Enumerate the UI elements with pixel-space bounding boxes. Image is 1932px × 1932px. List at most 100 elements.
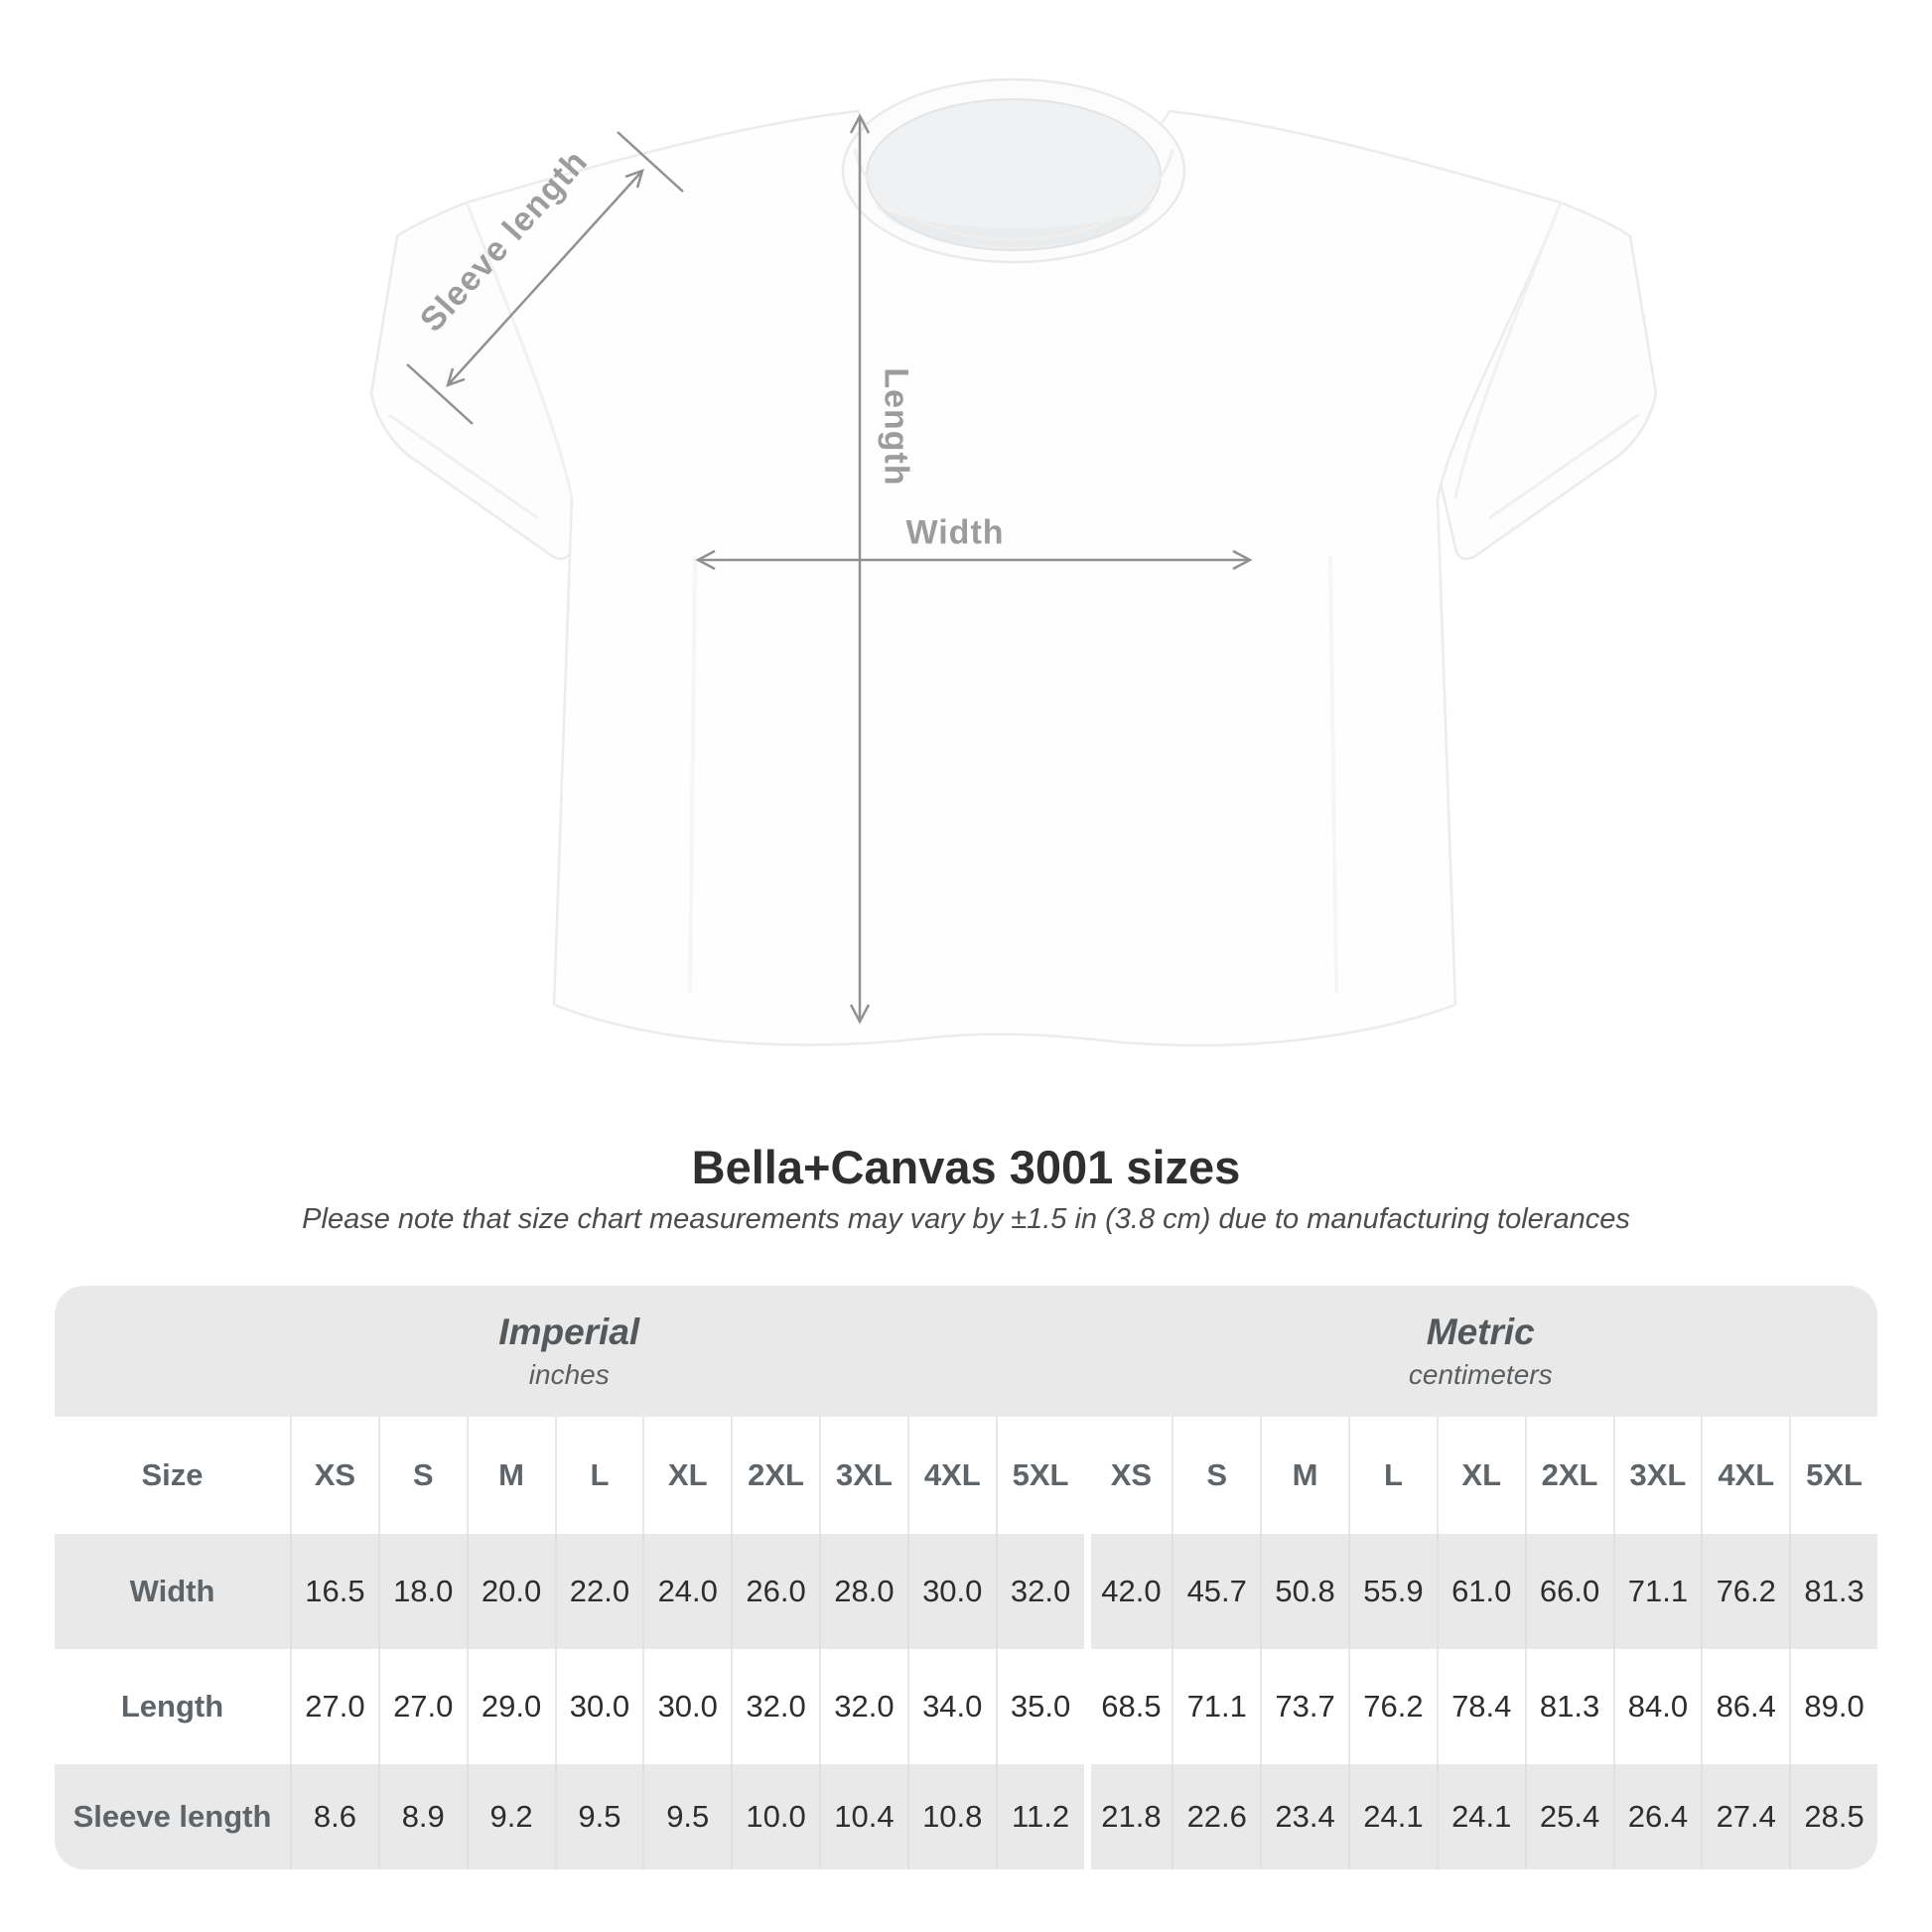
neck-shadow <box>874 204 1154 248</box>
measure-cell: 32.0 <box>819 1649 907 1764</box>
measure-cell: 27.4 <box>1701 1764 1790 1869</box>
metric-unit: centimeters <box>1408 1359 1553 1390</box>
measure-cell: 27.0 <box>377 1649 467 1764</box>
measure-cell: 61.0 <box>1436 1534 1525 1649</box>
measure-cell: 81.3 <box>1789 1534 1877 1649</box>
tshirt-left-sleeve <box>369 201 602 560</box>
imperial-header: Imperial inches <box>55 1286 1084 1417</box>
measure-cell: 24.1 <box>1436 1764 1525 1869</box>
size-col-header: 5XL <box>1789 1417 1877 1534</box>
measure-cell: 8.9 <box>377 1764 467 1869</box>
measure-cell: 10.8 <box>906 1764 996 1869</box>
size-col-header: 2XL <box>731 1417 819 1534</box>
right-cuff-seam <box>1488 413 1639 520</box>
measure-cell: 76.2 <box>1701 1534 1790 1649</box>
measure-cell: 28.5 <box>1789 1764 1877 1869</box>
measure-cell: 30.0 <box>642 1649 732 1764</box>
imperial-title: Imperial <box>498 1311 640 1352</box>
neck-opening <box>866 98 1162 251</box>
measure-cell: 55.9 <box>1348 1534 1437 1649</box>
measure-cell: 9.5 <box>642 1764 732 1869</box>
size-col-header: XL <box>1436 1417 1525 1534</box>
length-label: Length <box>877 367 915 486</box>
left-cuff-seam <box>388 413 539 520</box>
fabric-crease <box>1328 555 1338 994</box>
measure-cell: 81.3 <box>1524 1649 1613 1764</box>
size-col-header: 4XL <box>1701 1417 1790 1534</box>
size-col-header: 3XL <box>1612 1417 1702 1534</box>
measure-cell: 30.0 <box>906 1534 996 1649</box>
measure-cell: 26.4 <box>1612 1764 1702 1869</box>
measure-cell: 10.0 <box>731 1764 819 1869</box>
measure-cell: 9.5 <box>554 1764 643 1869</box>
row-label: Sleeve length <box>55 1764 290 1869</box>
size-col-header: XS <box>290 1417 378 1534</box>
fabric-crease <box>688 555 697 994</box>
tshirt-illustration <box>369 77 1658 1047</box>
measure-cell: 24.0 <box>642 1534 732 1649</box>
measure-cell: 34.0 <box>906 1649 996 1764</box>
measure-cell: 25.4 <box>1524 1764 1613 1869</box>
measure-cell: 21.8 <box>1083 1764 1173 1869</box>
left-armhole-seam <box>465 202 574 499</box>
measure-cell: 9.2 <box>466 1764 555 1869</box>
measure-cell: 78.4 <box>1436 1649 1525 1764</box>
width-arrow <box>695 549 1253 571</box>
size-col-header: 5XL <box>995 1417 1084 1534</box>
measure-cell: 27.0 <box>290 1649 378 1764</box>
size-col-header: M <box>1260 1417 1348 1534</box>
measure-cell: 84.0 <box>1612 1649 1702 1764</box>
row-label: Length <box>55 1649 290 1764</box>
measure-cell: 23.4 <box>1260 1764 1348 1869</box>
size-grid: Size XS S M L XL 2XL 3XL 4XL 5XL XS S M L XL 2XL 3XL 4XL 5… <box>55 1417 1877 1869</box>
measure-cell: 18.0 <box>377 1534 467 1649</box>
measure-cell: 10.4 <box>819 1764 907 1869</box>
measure-cell: 66.0 <box>1524 1534 1613 1649</box>
measure-cell: 20.0 <box>466 1534 555 1649</box>
measure-cell: 8.6 <box>290 1764 378 1869</box>
measure-cell: 16.5 <box>290 1534 378 1649</box>
sleeve-length-arrow <box>406 131 684 425</box>
page-title: Bella+Canvas 3001 sizes <box>691 1141 1241 1193</box>
measure-cell: 50.8 <box>1260 1534 1348 1649</box>
measure-cell: 30.0 <box>554 1649 643 1764</box>
size-col-header: 2XL <box>1524 1417 1613 1534</box>
metric-title: Metric <box>1426 1311 1535 1352</box>
measure-cell: 24.1 <box>1348 1764 1437 1869</box>
measure-cell: 68.5 <box>1083 1649 1173 1764</box>
size-col-header: S <box>1172 1417 1261 1534</box>
measure-cell: 11.2 <box>995 1764 1084 1869</box>
tolerance-note: Please note that size chart measurements… <box>302 1203 1630 1235</box>
measure-cell: 32.0 <box>731 1649 819 1764</box>
measure-cell: 32.0 <box>995 1534 1084 1649</box>
measure-cell: 76.2 <box>1348 1649 1437 1764</box>
length-arrow <box>849 113 871 1025</box>
measure-cell: 86.4 <box>1701 1649 1790 1764</box>
measure-cell: 22.6 <box>1172 1764 1261 1869</box>
measure-cell: 35.0 <box>995 1649 1084 1764</box>
measure-cell: 71.1 <box>1612 1534 1702 1649</box>
measure-cell: 73.7 <box>1260 1649 1348 1764</box>
measure-cell: 71.1 <box>1172 1649 1261 1764</box>
size-chart-table: Imperial inches Metric centimeters Size X… <box>55 1286 1877 1869</box>
tshirt-right-sleeve <box>1426 201 1658 560</box>
measure-cell: 28.0 <box>819 1534 907 1649</box>
tshirt-measurement-diagram: Sleeve length Length Width <box>369 77 1658 1047</box>
size-col-header: S <box>377 1417 467 1534</box>
size-column-label: Size <box>55 1417 290 1534</box>
measure-cell: 42.0 <box>1083 1534 1173 1649</box>
measure-cell: 29.0 <box>466 1649 555 1764</box>
size-col-header: 4XL <box>906 1417 996 1534</box>
measure-cell: 26.0 <box>731 1534 819 1649</box>
size-col-header: L <box>554 1417 643 1534</box>
width-label: Width <box>905 513 1005 552</box>
size-col-header: 3XL <box>819 1417 907 1534</box>
size-col-header: XL <box>642 1417 732 1534</box>
unit-header-band: Imperial inches Metric centimeters <box>55 1286 1877 1417</box>
collar-stitch <box>853 148 1174 241</box>
right-armhole-seam <box>1453 202 1563 499</box>
measure-cell: 45.7 <box>1172 1534 1261 1649</box>
row-label: Width <box>55 1534 290 1649</box>
imperial-unit: inches <box>528 1359 610 1390</box>
